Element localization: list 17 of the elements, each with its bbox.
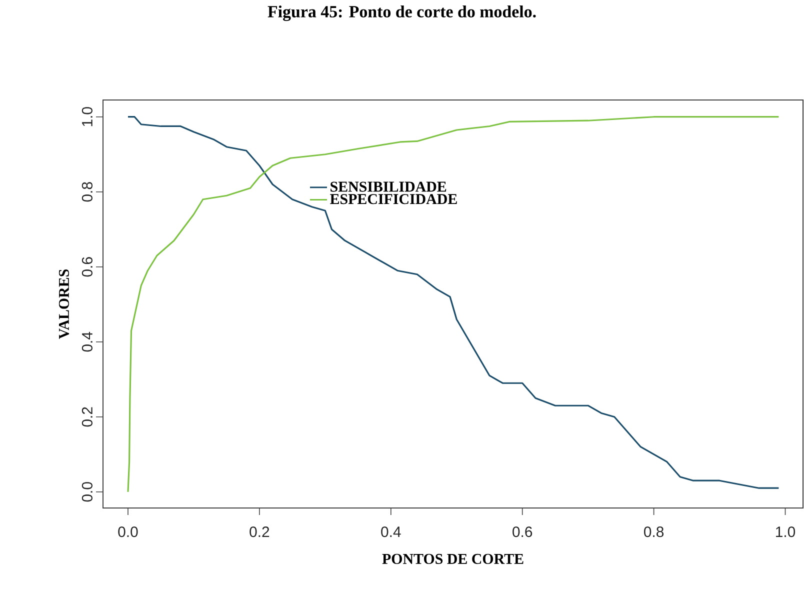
legend-label: ESPECIFICIDADE [330,194,457,204]
x-tick-label: 1.0 [776,526,796,538]
chart-title: Figura 45: Ponto de corte do modelo. [268,6,536,21]
y-axis-title: VALORES [58,269,70,339]
x-axis-title: PONTOS DE CORTE [382,554,524,564]
x-tick-label: 0.0 [118,526,138,538]
y-tick-label: 0.4 [82,332,92,352]
x-tick-label: 0.4 [381,526,401,538]
x-tick-label: 0.2 [250,526,270,538]
y-tick-label: 0.2 [82,407,92,427]
y-tick-label: 0.0 [82,482,92,502]
y-tick-label: 0.6 [82,257,92,277]
y-tick-label: 1.0 [82,107,92,126]
legend-label: SENSIBILIDADE [330,182,446,192]
y-tick-label: 0.8 [82,182,92,202]
x-tick-label: 0.8 [644,526,664,538]
x-tick-label: 0.6 [512,526,532,538]
